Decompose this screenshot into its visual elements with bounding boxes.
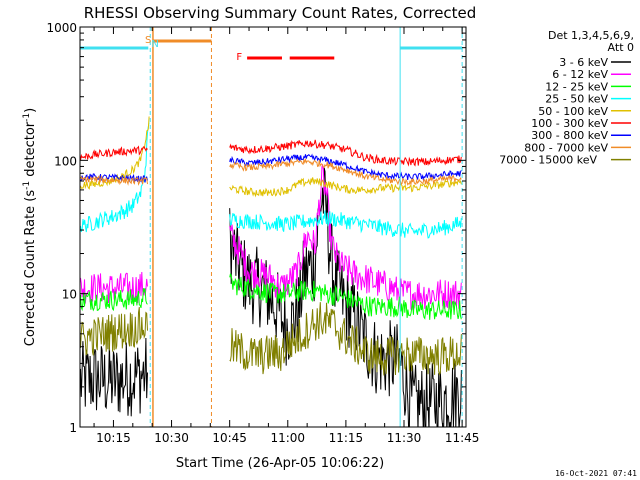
marker-label-n: N xyxy=(151,39,158,50)
legend-header-0: Det 1,3,4,5,6,9, xyxy=(548,29,634,42)
series-line-1-segment-0 xyxy=(80,271,148,305)
x-tick-label-2: 10:45 xyxy=(212,431,247,445)
plot-frame xyxy=(79,26,467,428)
plot-area: S N F xyxy=(80,27,463,427)
series-line-3-segment-0 xyxy=(80,122,150,233)
legend-label-6: 300 - 800 keV xyxy=(531,129,608,142)
series-line-1-segment-1 xyxy=(229,164,462,311)
legend-label-1: 6 - 12 keV xyxy=(552,68,608,81)
x-tick-label-5: 11:30 xyxy=(387,431,422,445)
legend-label-8: 7000 - 15000 keV xyxy=(499,154,597,167)
series-line-7-segment-1 xyxy=(229,158,462,186)
series-line-8-segment-1 xyxy=(229,302,462,376)
series-line-4-segment-0 xyxy=(80,116,150,190)
y-tick-label-0: 1 xyxy=(69,421,77,435)
series-line-2-segment-1 xyxy=(229,273,462,320)
footer-date: 16-Oct-2021 07:41 xyxy=(555,469,637,478)
axes: 10:15 10:30 10:45 11:00 11:15 11:30 11:45 1 10 10… xyxy=(46,21,479,445)
y-tick-label-3: 1000 xyxy=(46,21,77,35)
series-line-6-segment-0 xyxy=(80,173,148,184)
marker-label-s: S xyxy=(145,35,151,46)
x-tick-label-4: 11:15 xyxy=(329,431,364,445)
marker-label-f: F xyxy=(236,52,242,63)
series-line-8-segment-0 xyxy=(80,307,148,356)
x-tick-label-3: 11:00 xyxy=(270,431,305,445)
y-tick-label-1: 10 xyxy=(62,288,77,302)
y-tick-label-2: 100 xyxy=(54,154,77,168)
series-line-5-segment-1 xyxy=(229,139,462,167)
x-axis-label: Start Time (26-Apr-05 10:06:22) xyxy=(176,456,384,471)
legend-label-4: 50 - 100 keV xyxy=(538,105,608,118)
series-line-2-segment-0 xyxy=(80,288,148,312)
x-tick-label-1: 10:30 xyxy=(154,431,189,445)
series-line-0-segment-0 xyxy=(80,337,148,417)
series-line-4-segment-1 xyxy=(229,177,462,198)
legend-label-5: 100 - 300 keV xyxy=(531,117,608,130)
legend-label-0: 3 - 6 keV xyxy=(559,56,608,69)
x-tick-label-6: 11:45 xyxy=(445,431,480,445)
series-line-3-segment-1 xyxy=(229,210,462,239)
legend-header-1: Att 0 xyxy=(608,41,634,54)
legend-label-7: 800 - 7000 keV xyxy=(524,141,608,154)
legend-label-3: 25 - 50 keV xyxy=(545,93,608,106)
x-tick-label-0: 10:15 xyxy=(96,431,131,445)
series-line-5-segment-0 xyxy=(80,145,148,161)
legend-label-2: 12 - 25 keV xyxy=(545,80,608,93)
series-line-7-segment-0 xyxy=(80,174,148,186)
series-line-6-segment-1 xyxy=(229,153,462,181)
y-axis-label: Corrected Count Rate (s-1 detector-1) xyxy=(22,108,38,346)
chart-title: RHESSI Observing Summary Count Rates, Co… xyxy=(84,4,477,22)
